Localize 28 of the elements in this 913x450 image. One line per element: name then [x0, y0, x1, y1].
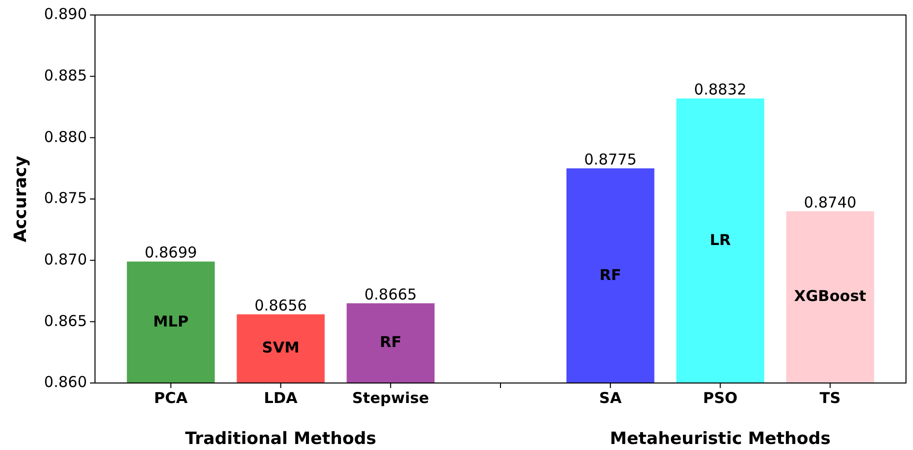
annotation: SVM	[262, 338, 300, 357]
x-tick-label: Stepwise	[352, 389, 430, 407]
annotation: MLP	[153, 312, 189, 330]
data-label: 0.8775	[584, 150, 637, 168]
x-tick-label: TS	[820, 389, 841, 407]
y-axis-title: Accuracy	[11, 156, 31, 242]
data-label: 0.8832	[694, 80, 747, 98]
annotation: RF	[380, 333, 402, 352]
x-tick-label: LDA	[264, 389, 298, 407]
x-tick-label: SA	[599, 389, 622, 407]
y-tick-label: 0.890	[44, 5, 87, 24]
data-label: 0.8699	[144, 244, 198, 262]
text: Metaheuristic Methods	[610, 429, 831, 449]
x-tick-label: PSO	[703, 389, 738, 407]
data-label: 0.8656	[254, 296, 307, 314]
annotation: LR	[710, 230, 732, 249]
annotation: XGBoost	[794, 287, 866, 306]
data-label: 0.8665	[364, 285, 417, 304]
y-tick-label: 0.870	[44, 250, 87, 268]
y-tick-label: 0.865	[44, 312, 87, 330]
y-tick-label: 0.880	[44, 128, 87, 146]
annotation: RF	[599, 266, 622, 284]
y-tick-label: 0.885	[44, 66, 87, 84]
data-label: 0.8740	[804, 193, 856, 212]
x-tick-label: PCA	[154, 389, 188, 407]
y-tick-label: 0.860	[44, 373, 87, 392]
text: Traditional Methods	[185, 429, 376, 449]
y-tick-label: 0.875	[44, 189, 87, 208]
